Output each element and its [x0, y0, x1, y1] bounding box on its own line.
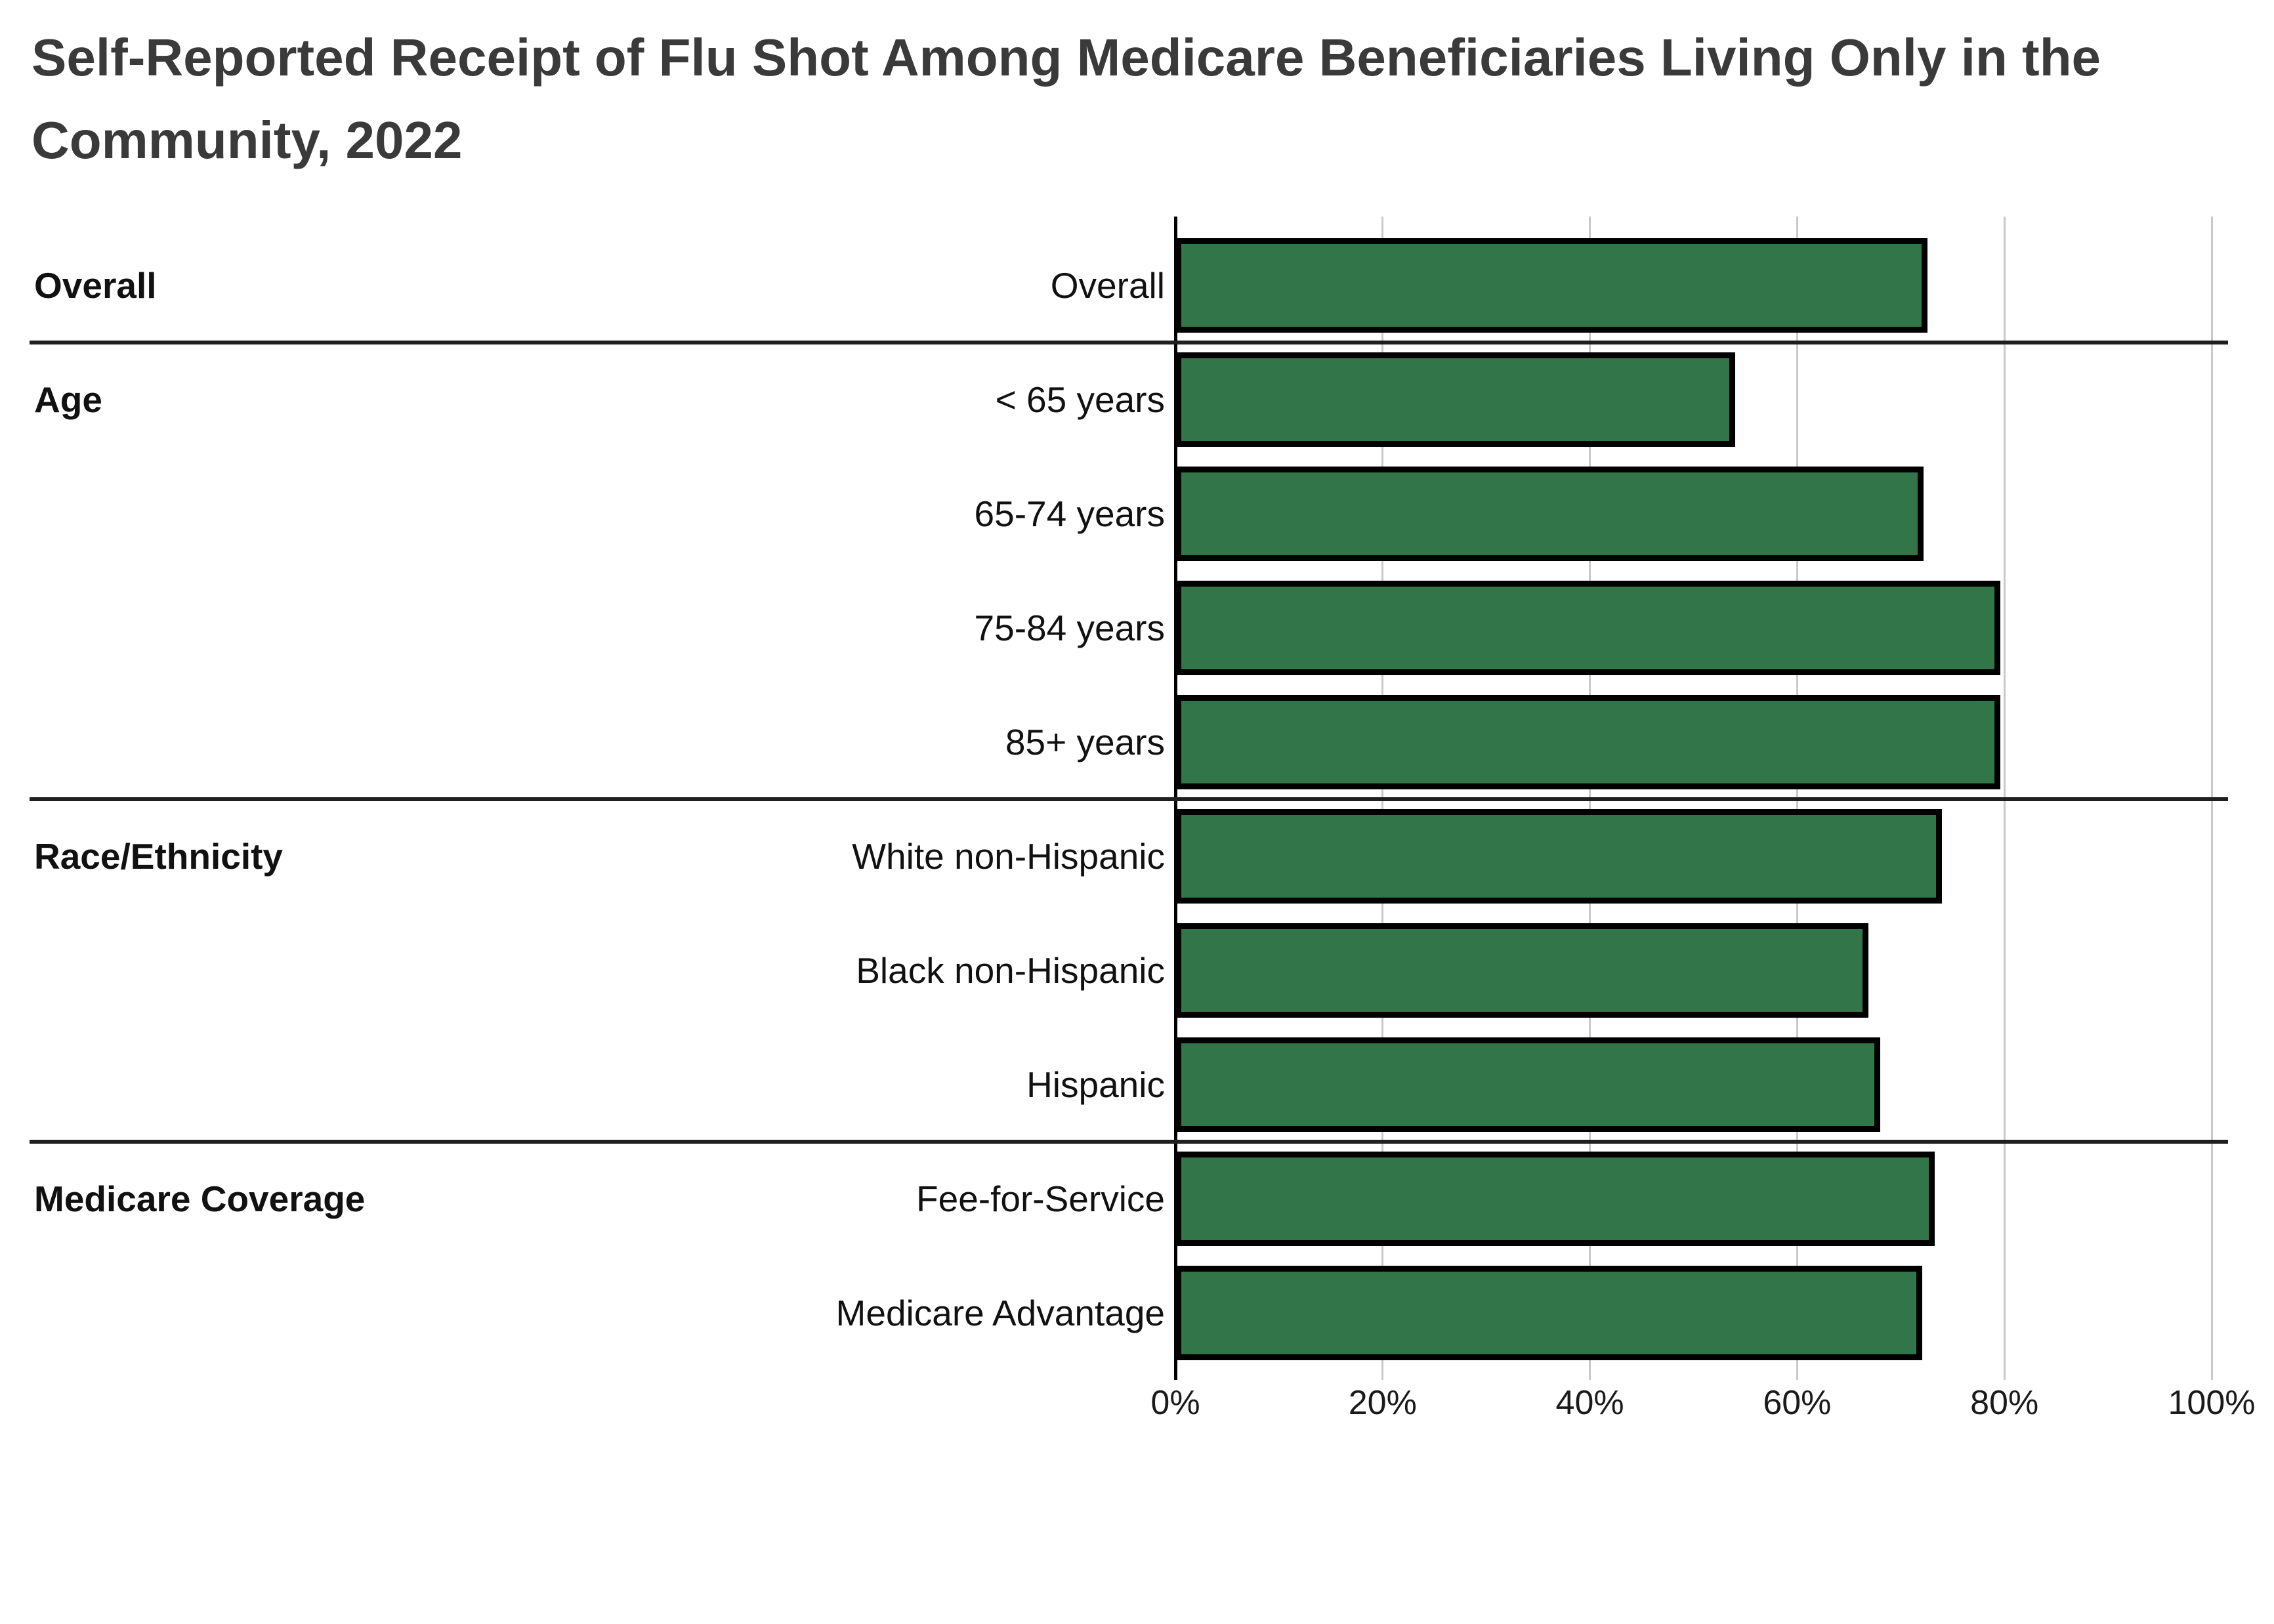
category-label-medicare-advantage: Medicare Advantage [835, 1293, 1165, 1333]
group-label-age: Age [34, 379, 102, 420]
category-label-65-74-years: 65-74 years [974, 493, 1165, 534]
category-label-75-84-years: 75-84 years [974, 608, 1165, 648]
section-separator-1 [30, 797, 2228, 801]
x-tick-label-40: 40% [1555, 1384, 1624, 1422]
chart-title-line-2: Community, 2022 [32, 111, 463, 169]
category-label-black-non-hispanic: Black non-Hispanic [856, 950, 1165, 991]
x-tick-label-60: 60% [1763, 1384, 1832, 1422]
bar-75-84-years [1175, 581, 2000, 675]
bar-85-years [1175, 695, 2000, 789]
category-label-85-years: 85+ years [1005, 722, 1165, 762]
bar-fee-for-service [1175, 1152, 1935, 1246]
bar-medicare-advantage [1175, 1266, 1923, 1360]
x-tick-label-80: 80% [1970, 1384, 2039, 1422]
group-label-medicare-coverage: Medicare Coverage [34, 1178, 366, 1219]
bar-overall [1175, 238, 1928, 333]
bar-65-years [1175, 352, 1735, 447]
section-separator-2 [30, 1140, 2228, 1144]
chart-title-line-1: Self-Reported Receipt of Flu Shot Among … [32, 28, 2101, 87]
section-separator-0 [30, 341, 2228, 344]
group-label-overall: Overall [34, 265, 157, 306]
x-tick-label-100: 100% [2168, 1384, 2256, 1422]
category-label-hispanic: Hispanic [1026, 1064, 1165, 1105]
bar-hispanic [1175, 1037, 1880, 1132]
category-label-overall: Overall [1050, 265, 1165, 306]
group-label-race-ethnicity: Race/Ethnicity [34, 836, 284, 877]
bar-65-74-years [1175, 467, 1924, 561]
category-label-fee-for-service: Fee-for-Service [916, 1178, 1165, 1219]
category-label-65-years: < 65 years [995, 379, 1165, 420]
bar-white-non-hispanic [1175, 809, 1943, 904]
x-tick-label-0: 0% [1150, 1384, 1200, 1422]
bar-black-non-hispanic [1175, 923, 1869, 1018]
category-label-white-non-hispanic: White non-Hispanic [852, 836, 1165, 877]
x-tick-label-20: 20% [1348, 1384, 1417, 1422]
